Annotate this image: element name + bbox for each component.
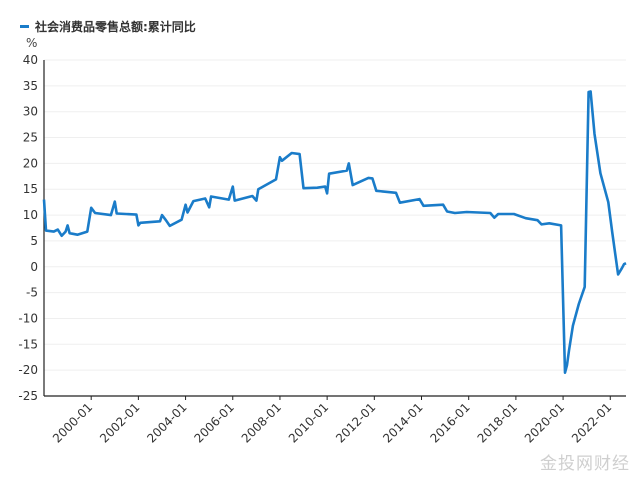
legend-swatch <box>20 25 29 28</box>
x-tick-label: 2020-01 <box>522 400 567 445</box>
x-tick-label: 2002-01 <box>97 400 142 445</box>
series-line <box>42 90 627 374</box>
watermark: 金投网财经 <box>540 454 630 474</box>
x-tick-label: 2008-01 <box>239 400 284 445</box>
x-tick-label: 2010-01 <box>286 400 331 445</box>
x-tick-label: 2006-01 <box>192 400 237 445</box>
legend: 社会消费品零售总额:累计同比 <box>20 18 196 35</box>
y-tick-label: 40 <box>23 53 38 67</box>
y-tick-label: -15 <box>18 337 38 351</box>
y-tick-label: -10 <box>18 311 38 325</box>
y-tick-label: -25 <box>18 389 38 403</box>
x-tick-label: 2018-01 <box>475 400 520 445</box>
y-tick-label: -5 <box>26 286 38 300</box>
x-tick-label: 2016-01 <box>427 400 472 445</box>
y-tick-label: 35 <box>23 79 38 93</box>
legend-label: 社会消费品零售总额:累计同比 <box>35 20 196 34</box>
y-tick-label: -20 <box>18 363 38 377</box>
y-axis-unit: % <box>26 36 38 50</box>
x-tick-label: 2012-01 <box>333 400 378 445</box>
x-tick-label: 2014-01 <box>380 400 425 445</box>
x-tick-label: 2022-01 <box>569 400 614 445</box>
y-tick-label: 30 <box>23 105 38 119</box>
x-tick-label: 2004-01 <box>144 400 189 445</box>
y-tick-label: 5 <box>30 234 38 248</box>
y-tick-label: 0 <box>30 260 38 274</box>
y-tick-label: 25 <box>23 131 38 145</box>
y-tick-label: 15 <box>23 182 38 196</box>
x-tick-label: 2000-01 <box>50 400 95 445</box>
y-tick-label: 10 <box>23 208 38 222</box>
y-tick-label: 20 <box>23 156 38 170</box>
